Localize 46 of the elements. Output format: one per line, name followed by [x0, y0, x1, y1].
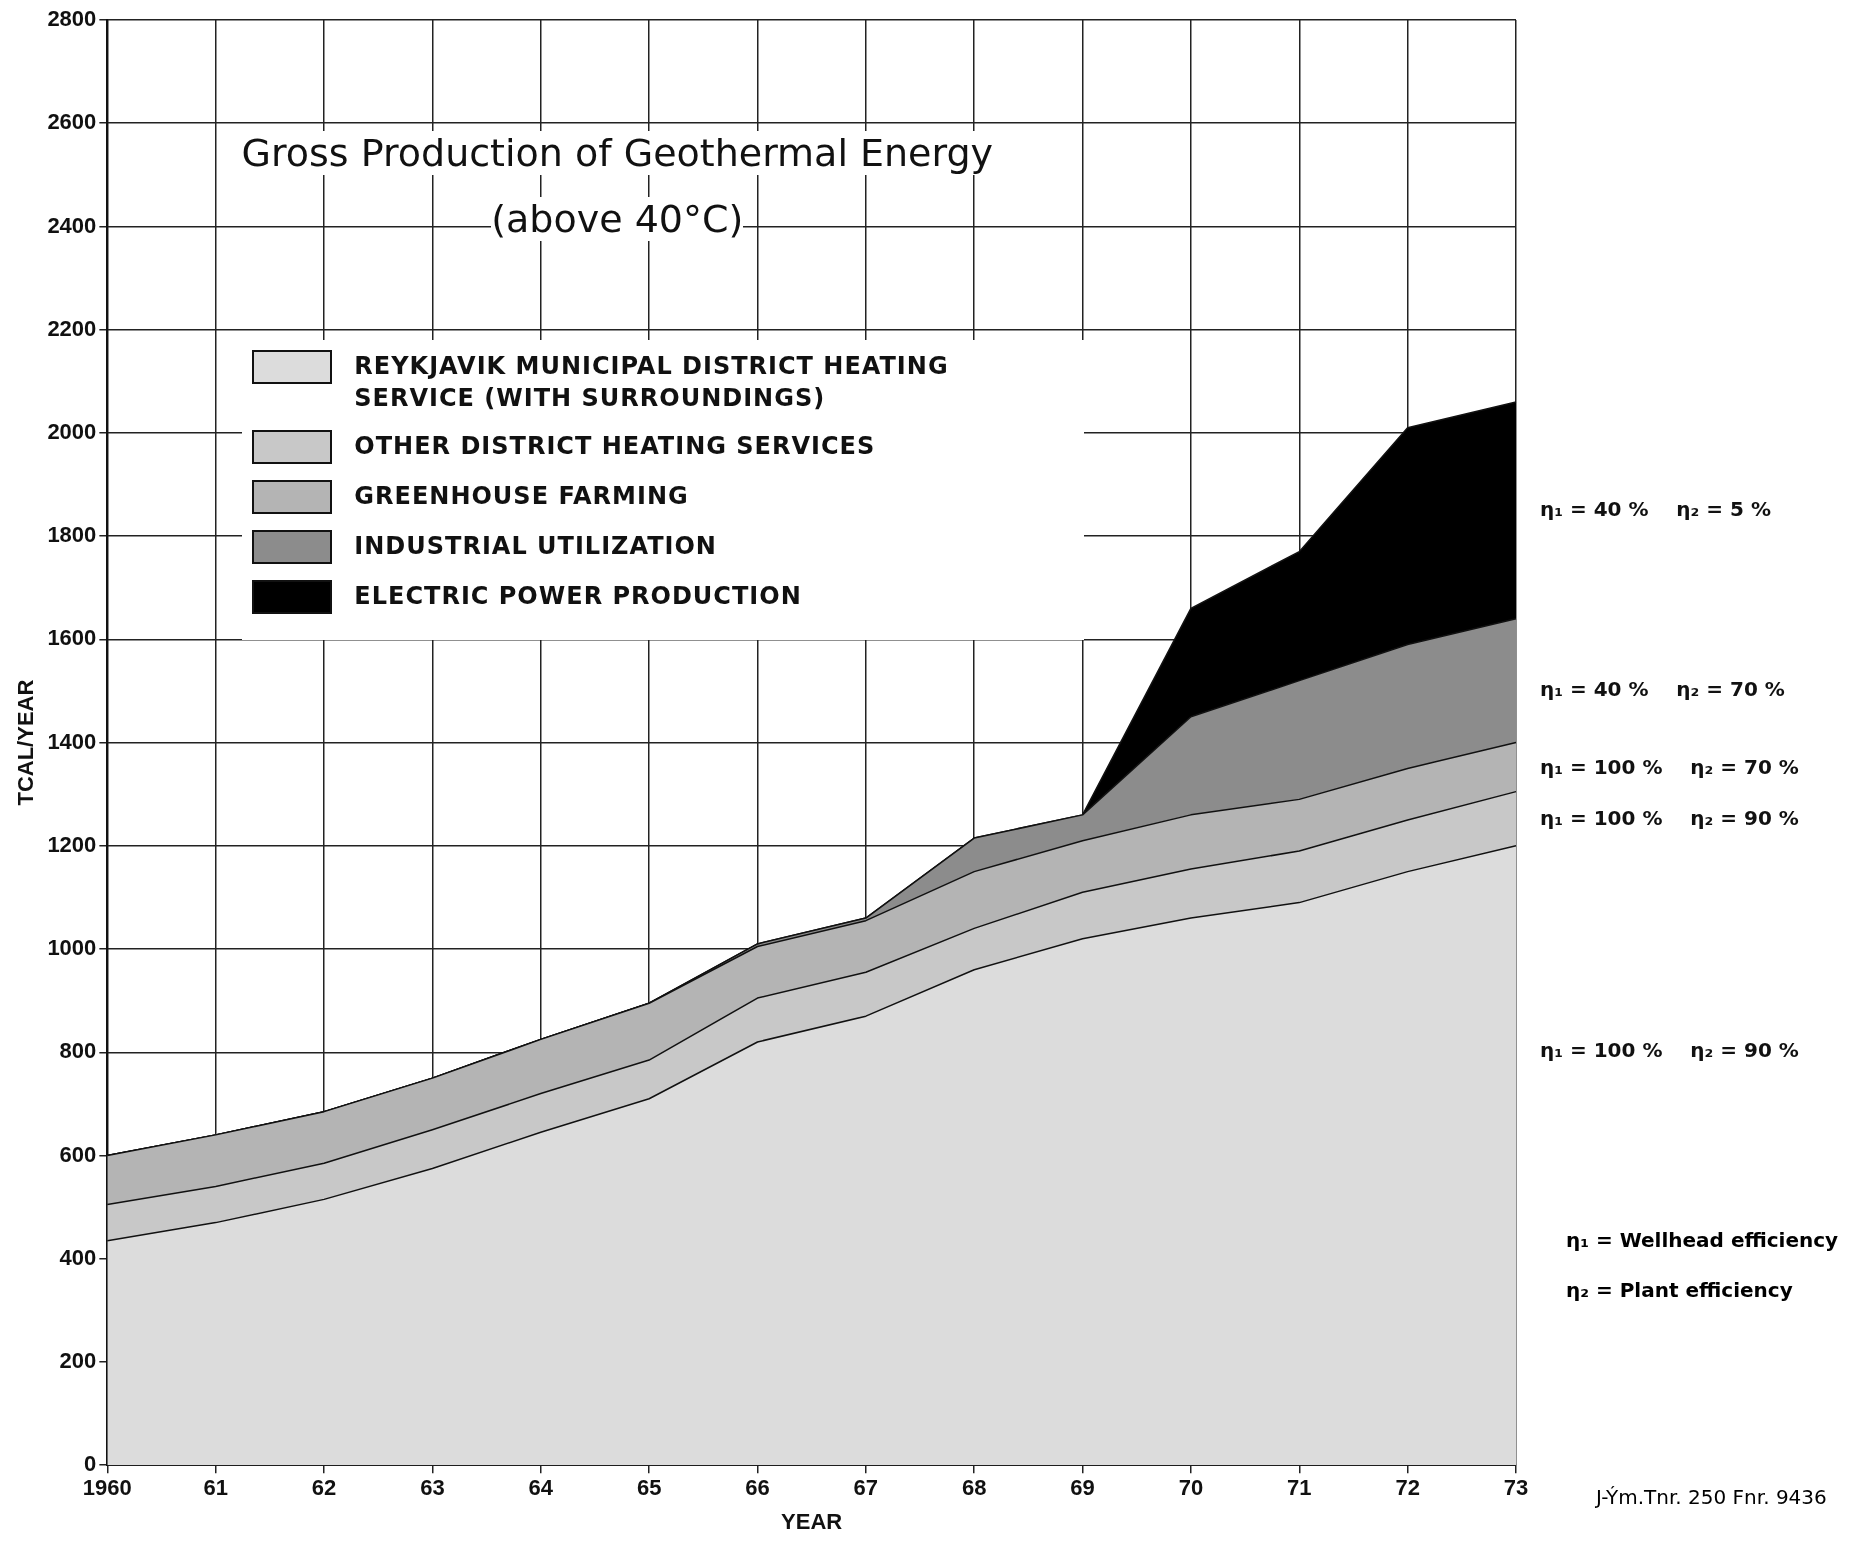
legend-label: GREENHOUSE FARMING — [354, 481, 690, 512]
legend-label: INDUSTRIAL UTILIZATION — [354, 531, 718, 562]
text: Gross Production of Geothermal Energy — [241, 131, 994, 175]
x-tick-label: 71 — [1287, 1475, 1312, 1501]
y-tick-label: 2800 — [47, 6, 97, 32]
x-tick-label: 1960 — [82, 1475, 132, 1501]
text: J-Ým.Tnr. 250 Fnr. 9436 — [1596, 1485, 1827, 1510]
x-tick-label: 68 — [961, 1475, 987, 1501]
x-tick-label: 72 — [1395, 1475, 1420, 1501]
x-tick-label: 61 — [203, 1475, 228, 1501]
x-axis-title: YEAR — [781, 1508, 843, 1534]
y-tick-label: 1200 — [47, 831, 97, 857]
x-tick-label: 66 — [745, 1475, 770, 1501]
y-tick-label: 600 — [59, 1141, 97, 1167]
annotation: η₁ = 100 % η₂ = 70 % — [1540, 754, 1799, 779]
x-tick-label: 70 — [1178, 1475, 1204, 1501]
legend-label: OTHER DISTRICT HEATING SERVICES — [354, 431, 877, 462]
y-tick-label: 1400 — [47, 728, 97, 754]
y-tick-label: 2600 — [47, 109, 97, 135]
y-tick-label: 2000 — [47, 418, 97, 444]
legend-label: REYKJAVIK MUNICIPAL DISTRICT HEATING SERVICE (WITH SURROUNDINGS) — [354, 351, 950, 414]
y-tick-label: 2200 — [47, 315, 97, 341]
x-tick-label: 73 — [1503, 1475, 1529, 1501]
y-tick-label: 1600 — [47, 625, 97, 651]
x-tick-label: 69 — [1070, 1475, 1095, 1501]
y-tick-label: 200 — [59, 1348, 97, 1374]
annotation: η₁ = 40 % η₂ = 70 % — [1540, 677, 1785, 702]
y-axis-title: TCAL/YEAR — [13, 679, 39, 806]
x-tick-label: 64 — [528, 1475, 554, 1501]
annotation: η₁ = 100 % η₂ = 90 % — [1540, 1038, 1799, 1063]
x-tick-label: 63 — [420, 1475, 445, 1501]
legend-label: ELECTRIC POWER PRODUCTION — [354, 581, 803, 612]
y-tick-label: 1800 — [47, 522, 97, 548]
text: η₂ = Plant efficiency — [1566, 1277, 1794, 1305]
y-tick-label: 800 — [59, 1038, 97, 1064]
text: η₁ = Wellhead efficiency — [1566, 1227, 1839, 1255]
x-tick-label: 67 — [853, 1475, 879, 1501]
y-tick-label: 0 — [84, 1451, 97, 1477]
annotation: η₁ = 40 % η₂ = 5 % — [1540, 496, 1771, 521]
y-tick-label: 2400 — [47, 212, 97, 238]
y-tick-label: 400 — [59, 1244, 97, 1270]
y-tick-label: 1000 — [47, 935, 97, 961]
text: (above 40°C) — [491, 197, 744, 241]
annotation: η₁ = 100 % η₂ = 90 % — [1540, 806, 1799, 831]
x-tick-label: 62 — [311, 1475, 337, 1501]
x-tick-label: 65 — [636, 1475, 662, 1501]
